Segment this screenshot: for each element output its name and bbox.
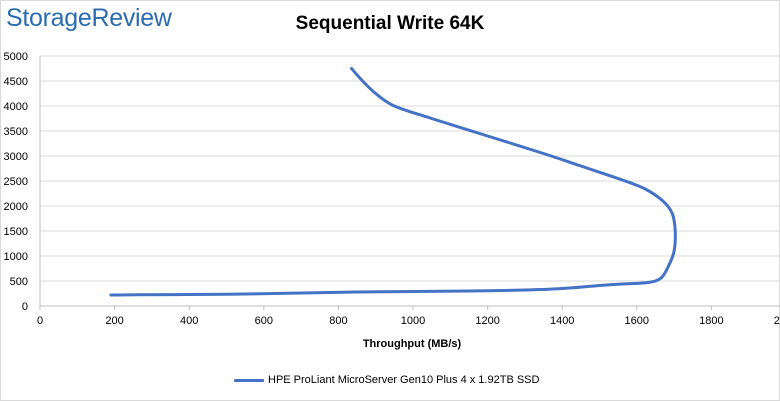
y-tick-label: 2500 xyxy=(4,176,28,188)
x-tick-label: 1400 xyxy=(550,315,574,327)
y-tick-label: 1000 xyxy=(4,251,28,263)
y-tick-label: 500 xyxy=(10,276,28,288)
x-tick-label: 2000 xyxy=(774,315,780,327)
y-tick-label: 3500 xyxy=(4,126,28,138)
legend-label: HPE ProLiant MicroServer Gen10 Plus 4 x … xyxy=(268,374,540,386)
chart-title: Sequential Write 64K xyxy=(295,13,485,34)
y-tick-label: 0 xyxy=(22,301,28,313)
x-tick-label: 1800 xyxy=(699,315,723,327)
y-tick-label: 3000 xyxy=(4,151,28,163)
y-tick-label: 4500 xyxy=(4,76,28,88)
legend: HPE ProLiant MicroServer Gen10 Plus 4 x … xyxy=(234,374,539,386)
series-line xyxy=(109,67,677,297)
y-tick-label: 5000 xyxy=(4,51,28,63)
x-tick-label: 200 xyxy=(105,315,123,327)
x-tick-label: 1200 xyxy=(475,315,499,327)
x-tick-label: 1600 xyxy=(625,315,649,327)
y-tick-label: 4000 xyxy=(4,101,28,113)
x-tick-label: 1000 xyxy=(401,315,425,327)
x-tick-label: 800 xyxy=(329,315,347,327)
y-tick-label: 1500 xyxy=(4,226,28,238)
storagereview-logo: StorageReview xyxy=(6,4,172,32)
y-tick-label: 2000 xyxy=(4,201,28,213)
x-tick-label: 600 xyxy=(255,315,273,327)
legend-swatch xyxy=(234,378,264,382)
x-tick-label: 0 xyxy=(37,315,43,327)
x-tick-label: 400 xyxy=(180,315,198,327)
x-axis-label: Throughput (MB/s) xyxy=(362,338,462,350)
